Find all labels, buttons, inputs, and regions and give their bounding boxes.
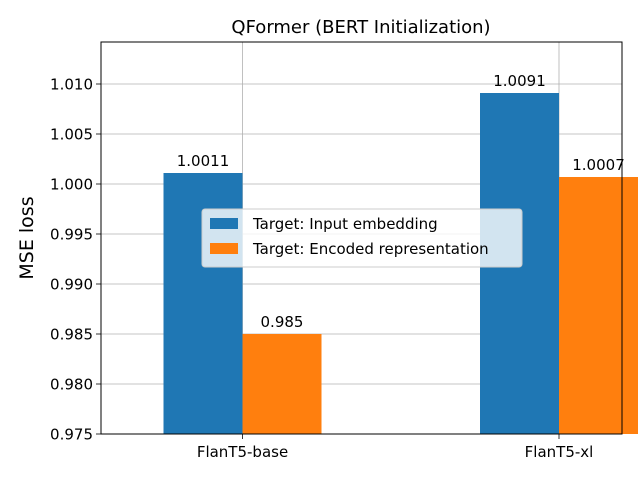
y-axis-label: MSE loss — [16, 196, 38, 279]
legend-box — [201, 208, 523, 268]
y-tick-label: 0.990 — [50, 276, 93, 294]
bar-value-label: 1.0011 — [177, 152, 230, 170]
bar — [242, 334, 322, 434]
y-tick-label: 0.985 — [50, 326, 93, 344]
bar-value-label: 1.0007 — [572, 156, 625, 174]
axes: 0.975 0.980 0.985 0.990 0.995 1.000 1.005 1.010… — [50, 41, 623, 461]
legend: Target: Input embedding Target: Encoded r… — [201, 208, 523, 268]
y-tick-label: 0.995 — [50, 226, 93, 244]
chart-title: QFormer (BERT Initialization) — [231, 17, 490, 38]
bar — [559, 177, 638, 434]
x-tick-label: FlanT5-xl — [525, 443, 594, 461]
y-tick-label: 1.005 — [50, 126, 93, 144]
bar-value-label: 0.985 — [261, 313, 304, 331]
x-tick-label: FlanT5-base — [197, 443, 288, 461]
y-tick-label: 0.975 — [50, 426, 93, 444]
legend-swatch — [210, 243, 238, 254]
bar-value-label: 1.0091 — [493, 72, 546, 90]
legend-label: Target: Input embedding — [252, 215, 438, 233]
data-labels: 1.0011 1.0091 0.985 1.0007 — [177, 72, 625, 331]
y-tick-label: 1.000 — [50, 176, 93, 194]
plot-frame — [100, 41, 623, 435]
legend-swatch — [210, 218, 238, 229]
y-tick-label: 1.010 — [50, 76, 93, 94]
y-tick-label: 0.980 — [50, 376, 93, 394]
legend-label: Target: Encoded representation — [252, 240, 489, 258]
